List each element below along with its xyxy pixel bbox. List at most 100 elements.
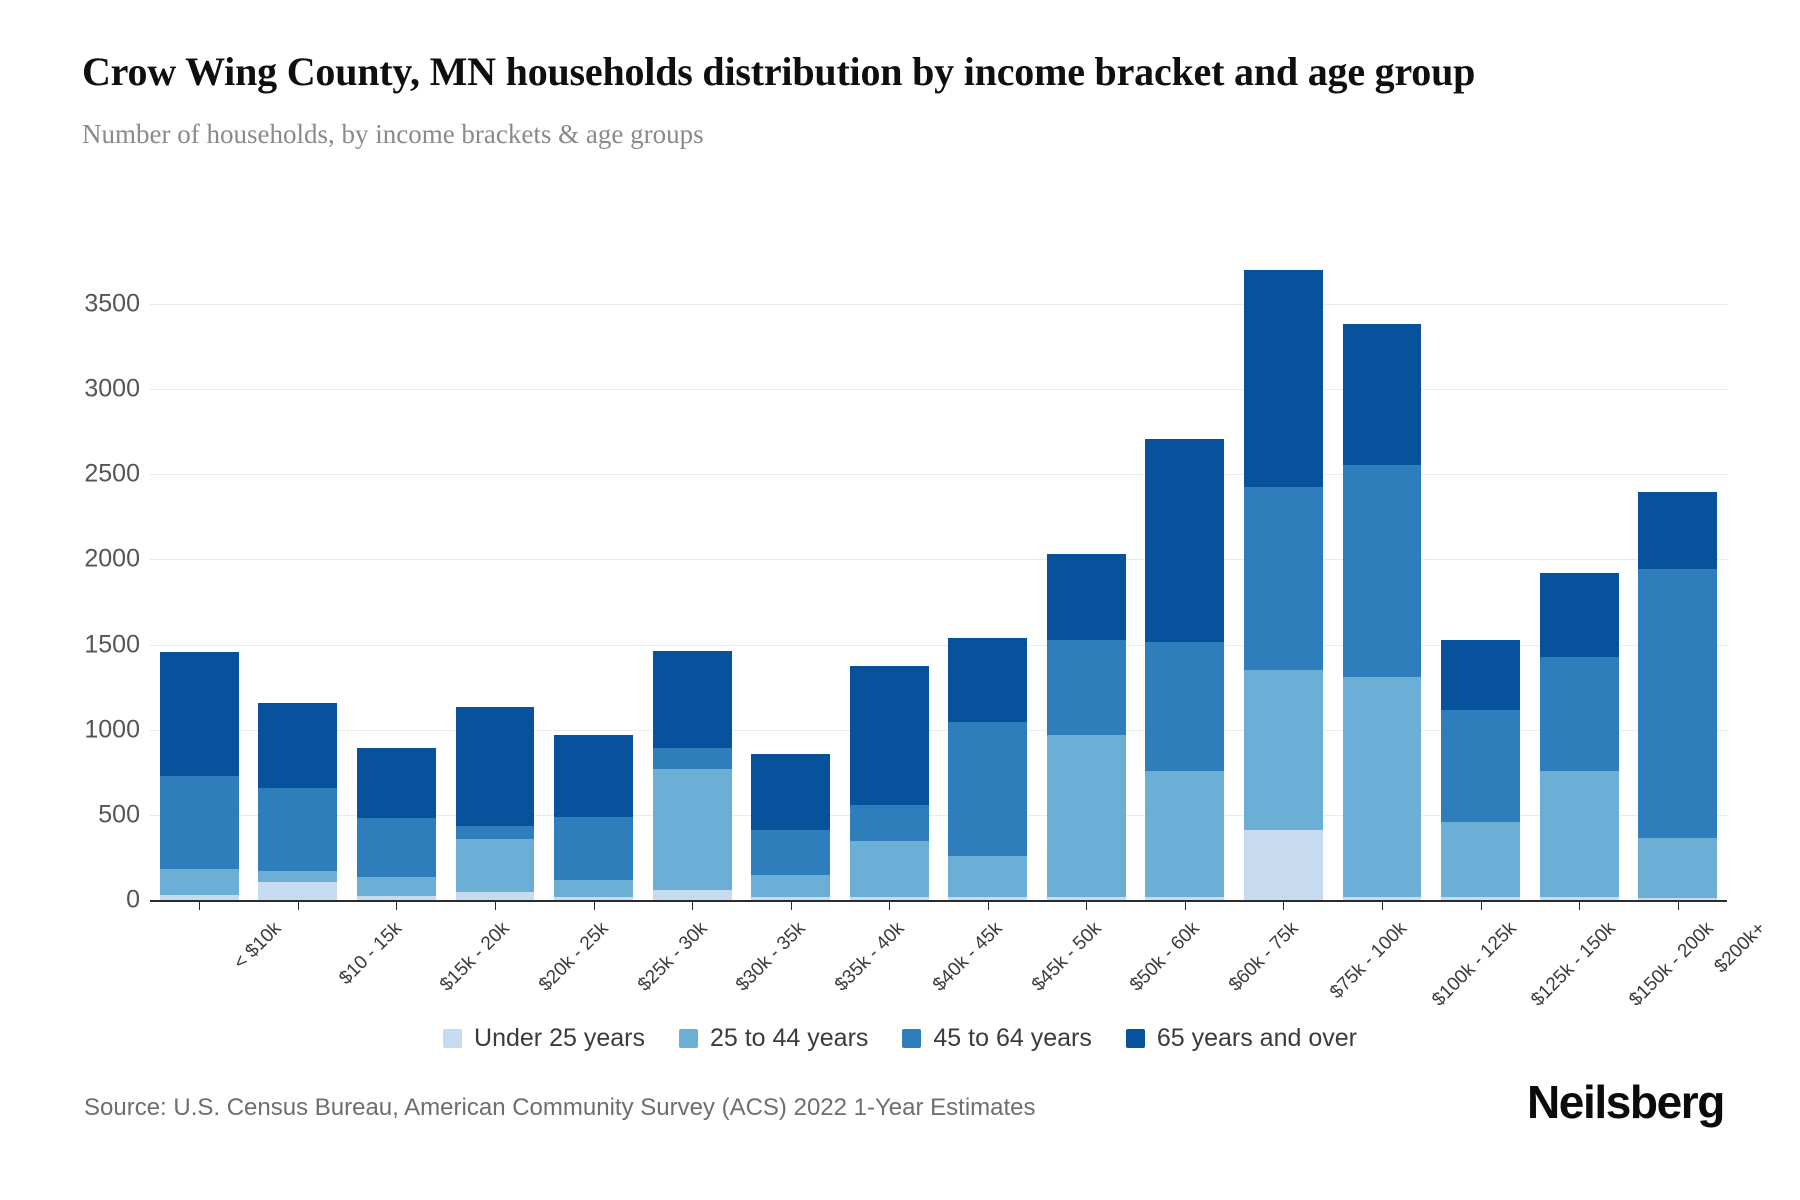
bar-segment[interactable] (1539, 573, 1619, 657)
bar-segment[interactable] (356, 818, 436, 878)
legend-item[interactable]: 45 to 64 years (902, 1024, 1092, 1053)
bar-segment[interactable] (1441, 821, 1520, 898)
legend-item[interactable]: Under 25 years (443, 1024, 645, 1053)
bar-segment[interactable] (258, 787, 338, 872)
bar-segment[interactable] (652, 768, 732, 890)
bar-stack[interactable] (948, 270, 1028, 900)
bar-segment[interactable] (751, 875, 831, 897)
x-axis-tick-label: $150k - 200k (1625, 918, 1718, 1011)
x-axis-tick-mark (1579, 900, 1581, 910)
bar-segment[interactable] (356, 895, 436, 900)
bar-segment[interactable] (159, 652, 239, 776)
bar-segment[interactable] (652, 889, 732, 900)
bar-stack[interactable] (1638, 270, 1718, 900)
gridline (150, 559, 1727, 561)
bar-segment[interactable] (159, 775, 239, 869)
bar-segment[interactable] (1638, 837, 1718, 899)
bar-stack[interactable] (159, 270, 239, 900)
y-axis-tick-label: 3000 (84, 374, 140, 403)
bar-segment[interactable] (1145, 896, 1225, 900)
bar-segment[interactable] (356, 747, 436, 819)
y-axis-tick-label: 500 (98, 800, 140, 829)
bar-segment[interactable] (849, 841, 929, 897)
bar-segment[interactable] (1046, 553, 1126, 641)
bar-segment[interactable] (1638, 568, 1718, 838)
bar-segment[interactable] (554, 896, 633, 900)
bar-segment[interactable] (849, 896, 929, 900)
bar-stack[interactable] (1539, 270, 1619, 900)
bar-segment[interactable] (1145, 439, 1225, 643)
bar-segment[interactable] (455, 838, 535, 893)
bar-segment[interactable] (1539, 770, 1619, 898)
bar-segment[interactable] (1441, 710, 1520, 822)
bar-segment[interactable] (1046, 734, 1126, 897)
gridline (150, 389, 1727, 391)
bar-segment[interactable] (751, 753, 831, 831)
x-axis-tick-mark (1184, 900, 1186, 910)
bar-stack[interactable] (554, 270, 633, 900)
x-axis-tick-label: $35k - 40k (830, 918, 909, 996)
bar-segment[interactable] (1244, 670, 1323, 831)
bar-segment[interactable] (849, 665, 929, 805)
bar-segment[interactable] (652, 748, 732, 769)
bar-stack[interactable] (258, 270, 338, 900)
bar-segment[interactable] (554, 880, 633, 897)
bar-segment[interactable] (455, 825, 535, 839)
bar-segment[interactable] (1046, 640, 1126, 735)
bar-segment[interactable] (1342, 323, 1422, 465)
bar-stack[interactable] (849, 270, 929, 900)
bar-segment[interactable] (1244, 270, 1323, 488)
bar-stack[interactable] (652, 270, 732, 900)
bar-segment[interactable] (455, 892, 535, 900)
bar-segment[interactable] (751, 830, 831, 876)
bar-segment[interactable] (1244, 830, 1323, 900)
bar-segment[interactable] (258, 871, 338, 883)
bar-segment[interactable] (1342, 464, 1422, 677)
bar-stack[interactable] (1046, 270, 1126, 900)
bar-segment[interactable] (652, 650, 732, 749)
x-axis-tick-label: $25k - 30k (633, 918, 712, 996)
bar-segment[interactable] (455, 706, 535, 826)
bar-segment[interactable] (948, 722, 1028, 856)
bar-segment[interactable] (554, 734, 633, 817)
bar-segment[interactable] (1046, 896, 1126, 900)
bar-stack[interactable] (1145, 270, 1225, 900)
bar-segment[interactable] (1441, 640, 1520, 711)
bar-segment[interactable] (1342, 896, 1422, 900)
bar-segment[interactable] (1145, 642, 1225, 772)
bar-segment[interactable] (1539, 656, 1619, 771)
y-axis-tick-label: 3500 (84, 289, 140, 318)
bar-segment[interactable] (751, 896, 831, 900)
bar-segment[interactable] (1539, 897, 1619, 900)
bar-segment[interactable] (258, 702, 338, 788)
bar-segment[interactable] (948, 637, 1028, 723)
bar-segment[interactable] (356, 877, 436, 896)
bar-segment[interactable] (849, 804, 929, 842)
bar-stack[interactable] (356, 270, 436, 900)
legend-item[interactable]: 65 years and over (1125, 1024, 1357, 1053)
bar-segment[interactable] (159, 868, 239, 895)
bar-segment[interactable] (948, 855, 1028, 898)
bar-stack[interactable] (751, 270, 831, 900)
x-axis-tick-mark (1677, 900, 1679, 910)
bar-segment[interactable] (1342, 676, 1422, 897)
bar-segment[interactable] (1244, 487, 1323, 671)
bar-segment[interactable] (1441, 897, 1520, 900)
bar-segment[interactable] (258, 882, 338, 900)
y-axis-tick-label: 0 (126, 885, 140, 914)
bar-segment[interactable] (948, 897, 1028, 900)
bar-stack[interactable] (455, 270, 535, 900)
bar-stack[interactable] (1441, 270, 1520, 900)
x-axis-tick-mark (396, 900, 398, 910)
bar-segment[interactable] (1638, 898, 1718, 900)
legend-item[interactable]: 25 to 44 years (678, 1024, 868, 1053)
bar-stack[interactable] (1244, 270, 1323, 900)
bar-segment[interactable] (1145, 771, 1225, 897)
bar-segment[interactable] (1638, 492, 1718, 569)
plot-inner: 0 500 1000 1500 2000 2500 3000 3500 < $10k $10 -… (84, 270, 1769, 1011)
bar-segment[interactable] (554, 816, 633, 881)
y-axis-tick-label: 2000 (84, 544, 140, 573)
bar-segment[interactable] (159, 894, 239, 900)
legend-item-label: 65 years and over (1156, 1024, 1357, 1052)
bar-stack[interactable] (1342, 270, 1422, 900)
